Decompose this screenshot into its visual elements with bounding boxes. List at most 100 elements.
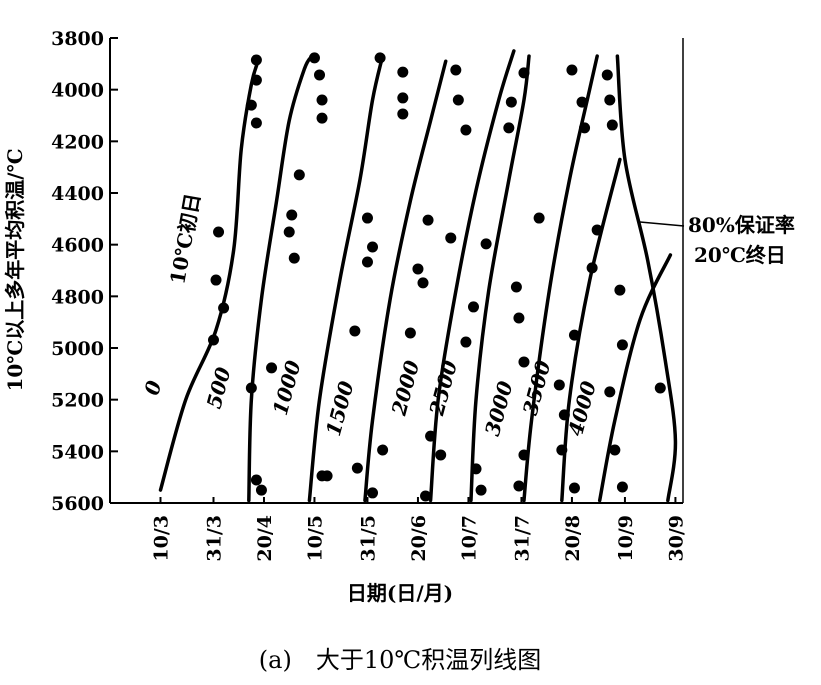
x-tick-label: 20/8 xyxy=(562,515,584,562)
observation-point xyxy=(518,449,530,461)
observation-point xyxy=(404,327,416,339)
observation-point xyxy=(351,462,363,474)
observation-point xyxy=(417,277,429,289)
y-tick-label: 5200 xyxy=(51,390,104,412)
observation-point xyxy=(266,362,278,374)
curve-label: 1500 xyxy=(321,378,359,438)
x-tick-label: 10/7 xyxy=(458,515,480,562)
observation-point xyxy=(397,108,409,120)
y-tick-label: 5600 xyxy=(51,493,104,515)
observation-point xyxy=(568,329,580,341)
observation-point xyxy=(614,284,626,296)
observation-point xyxy=(604,94,616,106)
leader-line xyxy=(639,221,685,227)
iso-line xyxy=(247,54,314,503)
iso-line xyxy=(597,253,673,503)
x-tick-label: 10/3 xyxy=(150,515,172,562)
x-tick-label: 20/6 xyxy=(408,515,430,562)
x-tick-label: 20/4 xyxy=(254,515,276,562)
y-tick-label: 3800 xyxy=(51,28,104,50)
observation-point xyxy=(250,54,262,66)
observation-point xyxy=(210,274,222,286)
observation-point xyxy=(556,444,568,456)
x-tick-label: 31/7 xyxy=(511,515,533,562)
observation-point xyxy=(503,122,515,134)
y-tick-label: 4000 xyxy=(51,80,104,102)
x-axis-label: 日期(日/月) xyxy=(347,581,453,605)
start-annotation: 10℃初日 xyxy=(165,191,205,286)
observation-point xyxy=(361,212,373,224)
observation-point xyxy=(601,69,613,81)
observation-point xyxy=(308,52,320,64)
curve-label: 2500 xyxy=(424,358,462,419)
observation-point xyxy=(604,386,616,398)
observation-point xyxy=(606,119,618,131)
y-tick-label: 4200 xyxy=(51,131,104,153)
observation-point xyxy=(435,449,447,461)
observation-point xyxy=(558,409,570,421)
observation-point xyxy=(316,112,328,124)
observation-point xyxy=(377,444,389,456)
observation-point xyxy=(480,238,492,250)
observation-point xyxy=(518,356,530,368)
observation-point xyxy=(367,241,379,253)
iso-line xyxy=(428,49,516,503)
observation-point xyxy=(553,379,565,391)
iso-line xyxy=(522,54,599,503)
observation-point xyxy=(586,262,598,274)
x-tick-label: 31/3 xyxy=(203,515,225,562)
curve-label: 500 xyxy=(202,365,236,412)
observation-point xyxy=(422,214,434,226)
observation-point xyxy=(314,69,326,81)
caption: (a) 大于10℃积温列线图 xyxy=(259,646,541,674)
observation-point xyxy=(397,92,409,104)
observation-point xyxy=(288,252,300,264)
observation-point xyxy=(213,226,225,238)
observation-point xyxy=(397,66,409,78)
observation-point xyxy=(510,281,522,293)
observation-point xyxy=(579,122,591,134)
observation-point xyxy=(283,226,295,238)
guarantee-annotation: 80%保证率 xyxy=(688,213,795,237)
curve-label: 3000 xyxy=(480,378,518,438)
iso-line xyxy=(307,54,385,503)
observation-point xyxy=(460,124,472,136)
y-tick-label: 4600 xyxy=(51,235,104,257)
observation-point xyxy=(460,336,472,348)
observation-point xyxy=(566,64,578,76)
observation-point xyxy=(245,99,257,111)
iso-line xyxy=(158,56,261,492)
observation-point xyxy=(568,482,580,494)
end-annotation: 20℃终日 xyxy=(694,243,786,267)
observation-point xyxy=(207,334,219,346)
observation-point xyxy=(250,474,262,486)
x-tick-label: 31/5 xyxy=(357,515,379,562)
curve-label: 4000 xyxy=(563,378,601,438)
iso-line xyxy=(363,59,448,503)
observation-point xyxy=(616,339,628,351)
observation-point xyxy=(609,444,621,456)
observation-point xyxy=(425,430,437,442)
observation-point xyxy=(533,212,545,224)
y-tick-label: 4400 xyxy=(51,183,104,205)
curve-label: 2000 xyxy=(386,358,424,419)
y-tick-label: 5400 xyxy=(51,441,104,463)
observation-point xyxy=(518,67,530,79)
observation-point xyxy=(654,382,666,394)
observation-point xyxy=(475,484,487,496)
observation-point xyxy=(293,169,305,181)
observation-point xyxy=(374,52,386,64)
observation-point xyxy=(505,96,517,108)
observation-point xyxy=(286,209,298,221)
x-tick-label: 10/5 xyxy=(304,515,326,562)
observation-point xyxy=(591,224,603,236)
observation-point xyxy=(576,96,588,108)
observation-point xyxy=(450,64,462,76)
end-line xyxy=(615,54,678,503)
observation-point xyxy=(321,470,333,482)
observation-point xyxy=(349,325,361,337)
observation-point xyxy=(513,480,525,492)
x-tick-label: 30/9 xyxy=(665,515,687,562)
observation-point xyxy=(616,481,628,493)
